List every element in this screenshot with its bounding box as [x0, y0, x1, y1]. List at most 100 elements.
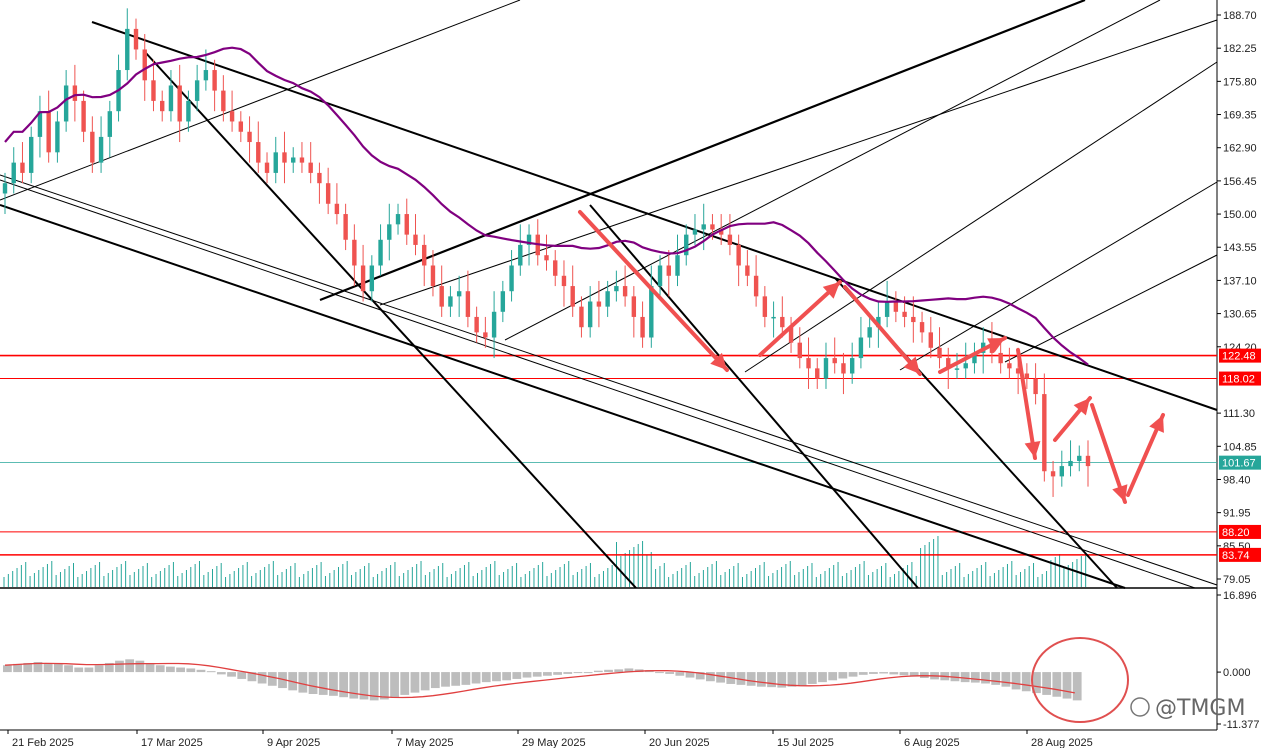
candle-body-51 — [448, 296, 453, 307]
price-tick-label-2: 175.80 — [1223, 76, 1257, 88]
trendline-10 — [899, 181, 1218, 371]
candle-body-79 — [692, 229, 698, 235]
osc-bar-41 — [420, 672, 430, 691]
osc-bar-105 — [1072, 672, 1082, 701]
osc-bar-70 — [716, 672, 725, 683]
candle-body-118 — [1033, 378, 1038, 395]
level-badge-2-label: 88.20 — [1222, 527, 1250, 539]
candle-body-37 — [325, 183, 331, 204]
level-badge-0-bg — [1219, 348, 1261, 363]
forecast-arrows — [578, 210, 1165, 504]
candle-body-50 — [439, 286, 444, 307]
trendline-drawings — [0, 0, 1218, 589]
current-price-badge-label: 101.67 — [1222, 458, 1256, 470]
osc-bar-61 — [624, 668, 634, 673]
osc-bar-42 — [430, 672, 440, 689]
trendline-1 — [0, 174, 1218, 586]
candle-body-115 — [1007, 363, 1012, 369]
candle-body-31 — [273, 152, 278, 173]
horizontal-levels — [0, 354, 1217, 556]
candle-body-44 — [387, 224, 392, 240]
osc-tick-label-2: -11.377 — [1223, 719, 1260, 731]
candle-body-7 — [63, 85, 69, 122]
candle-body-81 — [710, 224, 715, 230]
forecast-arrow-shaft-6 — [1090, 403, 1127, 504]
osc-bar-75 — [767, 672, 776, 688]
candle-body-71 — [622, 286, 628, 297]
trendline-9 — [744, 61, 1218, 373]
watermark: @TMGM — [1130, 696, 1245, 721]
candle-body-34 — [299, 157, 305, 163]
osc-bar-19 — [196, 669, 206, 673]
forecast-arrow-6 — [1090, 403, 1128, 504]
osc-bar-23 — [237, 672, 247, 679]
candle-body-49 — [430, 265, 436, 287]
candle-body-58 — [509, 265, 514, 292]
osc-bar-69 — [706, 672, 715, 682]
osc-bar-22 — [227, 672, 236, 677]
price-tick-label-13: 98.40 — [1223, 474, 1251, 486]
candle-body-16 — [142, 49, 147, 81]
candle-body-107 — [937, 347, 942, 359]
candle-body-117 — [1024, 373, 1030, 379]
forecast-arrow-head-6 — [1112, 484, 1128, 502]
time-tick-label-4: 29 May 2025 — [522, 737, 586, 748]
osc-bar-8 — [84, 667, 94, 673]
osc-bar-72 — [736, 672, 746, 685]
candle-body-17 — [151, 80, 156, 101]
forecast-arrow-3 — [938, 336, 1007, 374]
candle-body-103 — [902, 311, 907, 317]
osc-bar-58 — [593, 670, 603, 673]
price-tick-label-5: 156.45 — [1223, 176, 1257, 188]
candle-body-78 — [684, 234, 689, 256]
oscillator-signal-line — [4, 662, 1075, 699]
candle-body-21 — [186, 100, 191, 122]
osc-bar-6 — [64, 665, 73, 673]
trendline-7 — [0, 0, 521, 201]
candle-body-67 — [587, 301, 593, 328]
forecast-arrow-2 — [843, 285, 922, 376]
price-tick-label-6: 150.00 — [1223, 209, 1257, 221]
forecast-arrow-head-3 — [987, 338, 1005, 353]
osc-bar-57 — [583, 672, 593, 674]
osc-bar-67 — [685, 672, 695, 678]
candle-body-72 — [631, 296, 637, 317]
candle-body-74 — [649, 286, 654, 338]
forecast-arrow-head-5 — [1073, 398, 1090, 416]
osc-bar-102 — [1042, 672, 1052, 695]
candle-body-91 — [797, 342, 802, 359]
osc-bar-100 — [1021, 672, 1031, 692]
candle-body-123 — [1077, 455, 1082, 461]
annotation-circle — [1031, 637, 1129, 723]
price-tick-label-1: 182.25 — [1223, 43, 1257, 55]
forecast-arrow-shaft-4 — [1016, 348, 1037, 460]
osc-bar-17 — [176, 667, 185, 673]
forecast-arrow-head-4 — [1024, 440, 1041, 458]
candle-body-0 — [2, 183, 8, 194]
candle-body-62 — [544, 255, 549, 261]
osc-bar-1 — [13, 663, 22, 673]
candle-body-6 — [55, 121, 60, 153]
osc-bar-65 — [665, 672, 675, 674]
forecast-arrow-5 — [1053, 396, 1092, 442]
price-tick-label-8: 137.10 — [1223, 275, 1257, 287]
osc-bar-78 — [797, 672, 807, 686]
osc-bar-55 — [563, 672, 573, 674]
osc-bar-59 — [604, 669, 613, 673]
osc-bar-73 — [746, 672, 756, 686]
osc-bar-15 — [155, 665, 165, 673]
candle-body-2 — [20, 162, 25, 173]
candle-body-39 — [343, 214, 348, 240]
candle-body-89 — [780, 316, 785, 328]
trendline-6 — [319, 0, 1086, 302]
osc-bar-44 — [451, 672, 461, 686]
candle-body-32 — [282, 152, 287, 163]
time-axis: 21 Feb 2025 17 Mar 2025 9 Apr 2025 7 May 20… — [7, 730, 1093, 748]
tmgm-logo-icon — [1130, 697, 1150, 717]
candle-body-86 — [753, 275, 759, 297]
forecast-arrow-head-1 — [822, 282, 840, 299]
osc-bar-24 — [247, 672, 257, 682]
candle-body-59 — [518, 244, 523, 266]
candle-body-36 — [317, 172, 322, 184]
